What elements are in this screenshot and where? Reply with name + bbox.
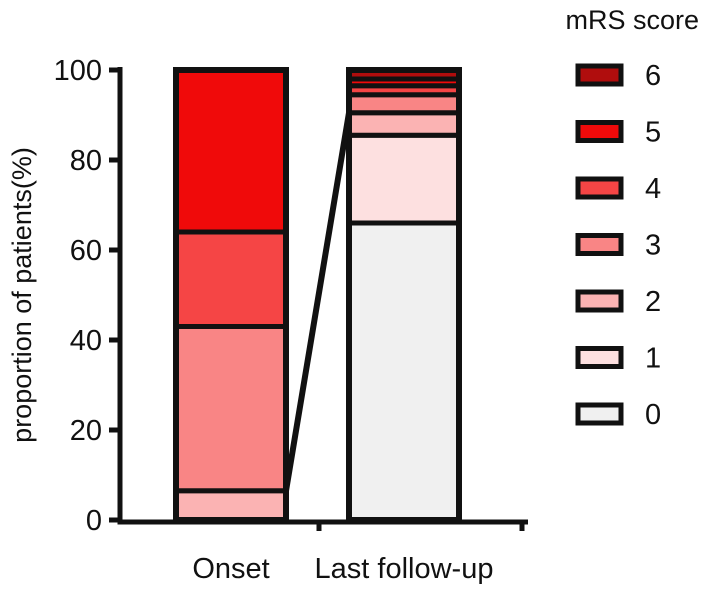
legend-item-mrs-4: 4 bbox=[575, 173, 661, 205]
legend-swatch-6 bbox=[575, 63, 624, 87]
legend-swatch-2 bbox=[575, 289, 624, 313]
legend-label-3: 3 bbox=[645, 230, 661, 262]
bar-segment-last-follow-up-mrs-3 bbox=[346, 92, 462, 116]
legend-swatch-5 bbox=[575, 120, 624, 143]
bar-segment-onset-mrs-3 bbox=[173, 324, 289, 494]
bar-segment-last-follow-up-mrs-2 bbox=[346, 110, 462, 138]
legend-label-1: 1 bbox=[645, 343, 661, 375]
legend-item-mrs-0: 0 bbox=[575, 399, 661, 431]
bar-segment-onset-mrs-4 bbox=[173, 229, 289, 329]
legend-title: mRS score bbox=[565, 5, 699, 35]
x-ticks-layer: Onset Last follow-up bbox=[192, 520, 525, 585]
connector-line bbox=[283, 112, 352, 492]
x-tick-label-onset: Onset bbox=[192, 553, 269, 585]
legend-item-mrs-5: 5 bbox=[575, 117, 661, 149]
legend: 6 5 4 3 2 1 0 bbox=[575, 60, 661, 431]
bar-last-follow-up bbox=[346, 67, 462, 523]
y-tick-label-40: 40 bbox=[70, 325, 102, 357]
bar-segment-last-follow-up-mrs-0 bbox=[346, 220, 462, 523]
legend-item-mrs-3: 3 bbox=[575, 230, 661, 262]
legend-item-mrs-1: 1 bbox=[575, 343, 661, 375]
legend-swatch-3 bbox=[575, 233, 624, 256]
legend-label-4: 4 bbox=[645, 173, 661, 205]
legend-swatch-0 bbox=[575, 402, 624, 426]
bar-segment-last-follow-up-mrs-1 bbox=[346, 132, 462, 226]
legend-swatch-4 bbox=[575, 176, 624, 200]
legend-item-mrs-2: 2 bbox=[575, 286, 661, 318]
legend-item-mrs-6: 6 bbox=[575, 60, 661, 92]
legend-label-2: 2 bbox=[645, 286, 661, 318]
legend-label-6: 6 bbox=[645, 60, 661, 92]
y-tick-label-80: 80 bbox=[70, 145, 102, 177]
y-axis-label: proportion of patients(%) bbox=[7, 147, 37, 443]
legend-swatch-1 bbox=[575, 346, 624, 369]
y-tick-label-20: 20 bbox=[70, 415, 102, 447]
y-tick-label-100: 100 bbox=[54, 55, 102, 87]
axes-layer bbox=[117, 67, 528, 525]
legend-label-5: 5 bbox=[645, 117, 661, 149]
y-tick-label-0: 0 bbox=[86, 505, 102, 537]
bar-segment-onset-mrs-2 bbox=[173, 488, 289, 523]
y-ticks-layer: 0 20 40 60 80 100 bbox=[54, 55, 120, 537]
y-tick-label-60: 60 bbox=[70, 235, 102, 267]
bar-onset bbox=[173, 67, 289, 523]
legend-label-0: 0 bbox=[645, 399, 661, 431]
x-tick-label-last-follow-up: Last follow-up bbox=[315, 553, 494, 585]
bar-segment-onset-mrs-5 bbox=[173, 67, 289, 235]
